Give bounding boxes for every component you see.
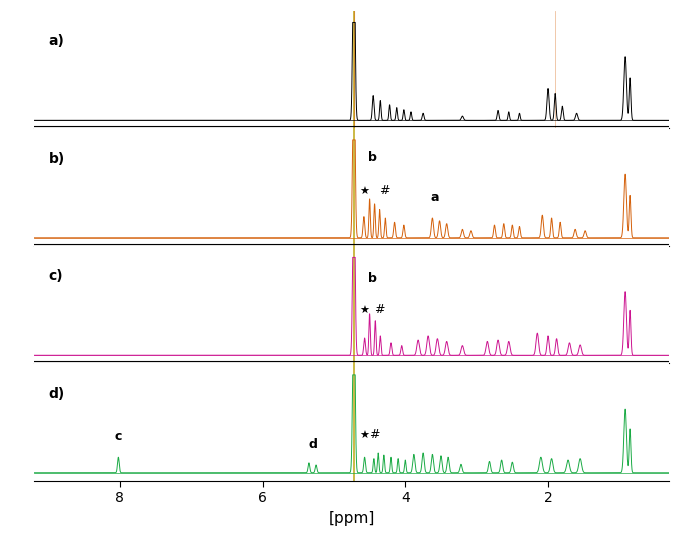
Text: c): c): [48, 269, 63, 283]
Text: d): d): [48, 387, 65, 400]
Text: b: b: [368, 151, 377, 164]
Text: #: #: [374, 303, 385, 316]
Text: ★: ★: [359, 306, 370, 316]
Text: ★: ★: [359, 187, 370, 197]
X-axis label: [ppm]: [ppm]: [329, 511, 375, 525]
Text: b: b: [368, 272, 377, 285]
Text: d: d: [308, 438, 317, 451]
Text: #: #: [378, 184, 389, 197]
Text: #: #: [369, 428, 379, 442]
Text: a: a: [431, 191, 439, 203]
Text: b): b): [48, 152, 65, 166]
Text: ★: ★: [359, 431, 370, 442]
Text: a): a): [48, 34, 64, 48]
Text: c: c: [115, 430, 122, 443]
